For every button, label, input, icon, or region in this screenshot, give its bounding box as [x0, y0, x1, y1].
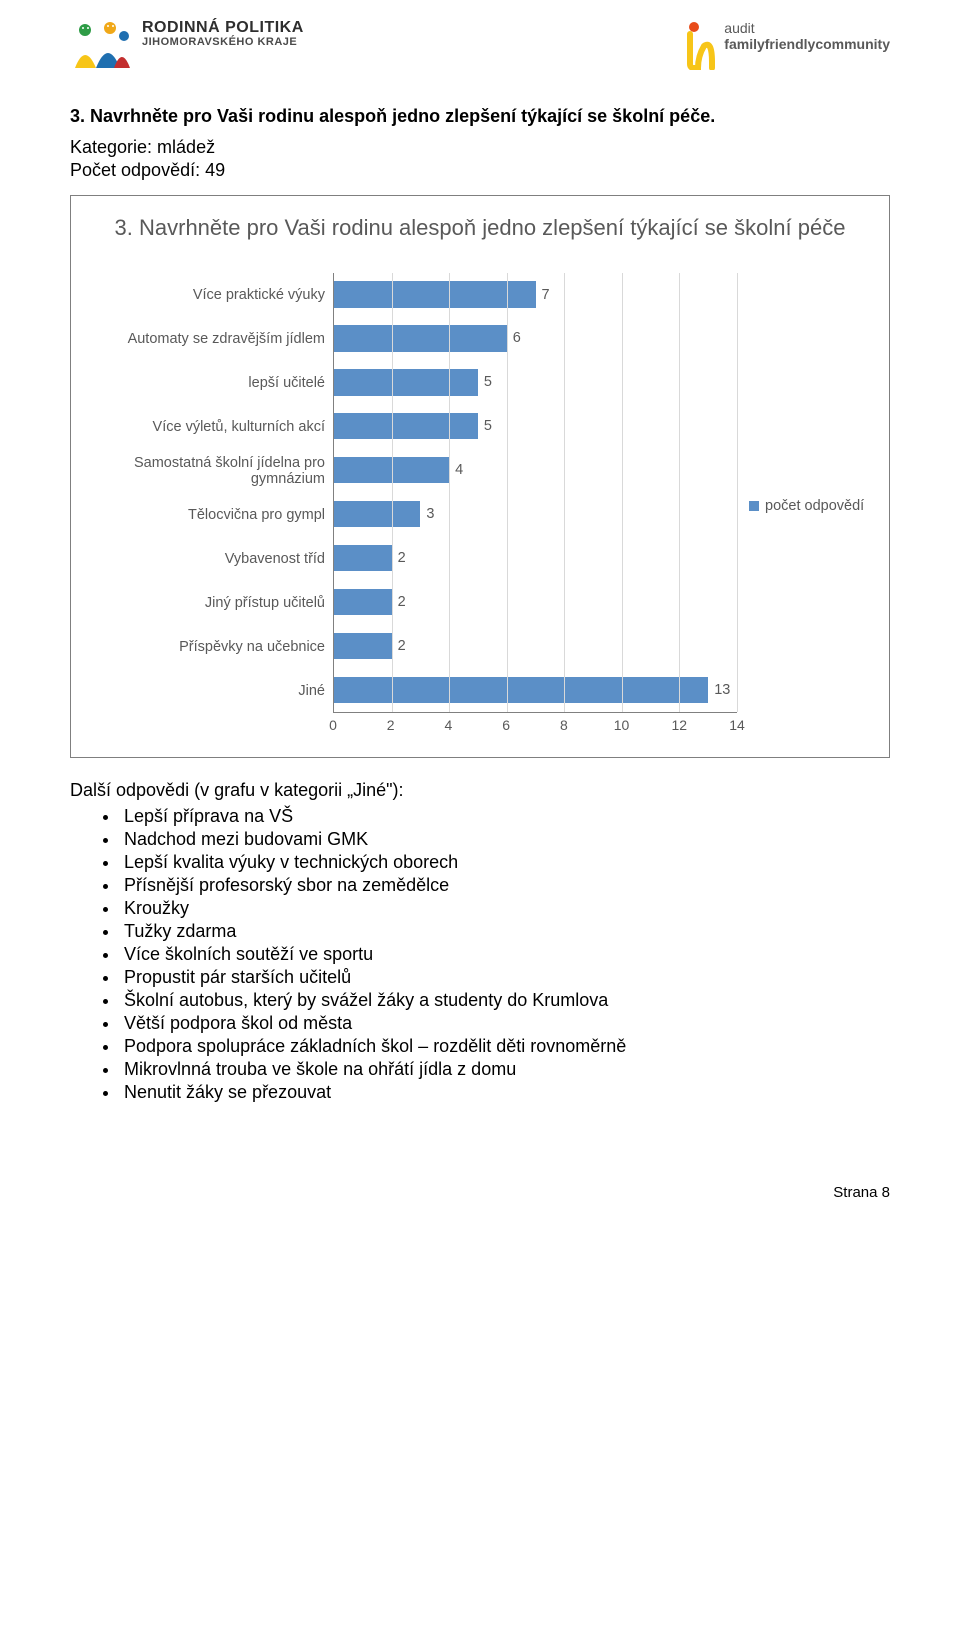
legend-label: počet odpovědí [765, 498, 864, 514]
grid-line [392, 273, 393, 712]
chart-bar [334, 413, 478, 439]
answers-list-item: Větší podpora škol od města [120, 1012, 890, 1035]
chart-category-label: lepší učitelé [83, 361, 333, 405]
family-icon [70, 20, 134, 76]
chart-category-label: Vybavenost tříd [83, 537, 333, 581]
answers-list-item: Mikrovlnná trouba ve škole na ohřátí jíd… [120, 1058, 890, 1081]
answers-list-item: Propustit pár starších učitelů [120, 966, 890, 989]
chart-bar-row: 6 [334, 317, 737, 361]
x-tick-label: 14 [729, 717, 745, 733]
chart-bar-value: 2 [398, 594, 406, 610]
chart-bar [334, 589, 392, 615]
question-category: Kategorie: mládež [70, 137, 890, 158]
right-logo-line2: familyfriendlycommunity [724, 36, 890, 52]
answers-list-item: Přísnější profesorský sbor na zemědělce [120, 874, 890, 897]
right-logo: audit familyfriendlycommunity [684, 20, 890, 70]
x-tick-label: 10 [614, 717, 630, 733]
left-logo: RODINNÁ POLITIKA JIHOMORAVSKÉHO KRAJE [70, 20, 304, 76]
chart-category-label: Jiné [83, 669, 333, 713]
grid-line [564, 273, 565, 712]
page-number: Strana 8 [70, 1184, 890, 1201]
chart-category-label: Samostatná školní jídelna pro gymnázium [83, 449, 333, 493]
answers-list-item: Nenutit žáky se přezouvat [120, 1081, 890, 1104]
chart-plot-area: 7 6 5 5 4 3 2 2 2 13 [333, 273, 737, 713]
chart-category-label: Jiný přístup učitelů [83, 581, 333, 625]
chart-bar-row: 13 [334, 668, 737, 712]
chart-container: 3. Navrhněte pro Vaši rodinu alespoň jed… [70, 195, 890, 758]
answers-intro: Další odpovědi (v grafu v kategorii „Jin… [70, 780, 890, 801]
chart-bar-row: 2 [334, 536, 737, 580]
chart-x-axis: 02468101214 [333, 717, 737, 739]
chart-bar-row: 5 [334, 404, 737, 448]
chart-bar-value: 3 [426, 506, 434, 522]
chart-category-label: Automaty se zdravějším jídlem [83, 317, 333, 361]
answers-list: Lepší příprava na VŠNadchod mezi budovam… [70, 805, 890, 1104]
right-logo-line1: audit [724, 20, 890, 36]
answers-list-item: Lepší příprava na VŠ [120, 805, 890, 828]
x-tick-label: 8 [560, 717, 568, 733]
chart-bar-value: 4 [455, 462, 463, 478]
chart-bar [334, 677, 708, 703]
chart-bar-value: 6 [513, 330, 521, 346]
left-logo-line2: JIHOMORAVSKÉHO KRAJE [142, 37, 304, 49]
chart-bar [334, 325, 507, 351]
chart-bar [334, 501, 420, 527]
chart-bar-row: 4 [334, 448, 737, 492]
chart-bar-value: 7 [542, 287, 550, 303]
chart-legend: počet odpovědí [749, 498, 864, 514]
chart-bar [334, 633, 392, 659]
grid-line [622, 273, 623, 712]
chart-category-label: Více výletů, kulturních akcí [83, 405, 333, 449]
answers-list-item: Více školních soutěží ve sportu [120, 943, 890, 966]
left-logo-line1: RODINNÁ POLITIKA [142, 20, 304, 37]
answers-list-item: Tužky zdarma [120, 920, 890, 943]
chart-bar-value: 13 [714, 682, 730, 698]
grid-line [737, 273, 738, 712]
chart-category-label: Tělocvična pro gympl [83, 493, 333, 537]
answers-list-item: Lepší kvalita výuky v technických oborec… [120, 851, 890, 874]
chart-bar-row: 2 [334, 580, 737, 624]
question-title: 3. Navrhněte pro Vaši rodinu alespoň jed… [70, 106, 890, 127]
audit-icon [684, 20, 718, 70]
chart-title: 3. Navrhněte pro Vaši rodinu alespoň jed… [83, 214, 877, 243]
question-count: Počet odpovědí: 49 [70, 160, 890, 181]
chart-bar-value: 2 [398, 638, 406, 654]
grid-line [449, 273, 450, 712]
answers-list-item: Školní autobus, který by svážel žáky a s… [120, 989, 890, 1012]
x-tick-label: 6 [502, 717, 510, 733]
answers-list-item: Nadchod mezi budovami GMK [120, 828, 890, 851]
answers-list-item: Podpora spolupráce základních škol – roz… [120, 1035, 890, 1058]
legend-swatch [749, 501, 759, 511]
x-tick-label: 2 [387, 717, 395, 733]
chart-bar-row: 3 [334, 492, 737, 536]
chart-category-label: Příspěvky na učebnice [83, 625, 333, 669]
x-tick-label: 0 [329, 717, 337, 733]
chart-category-label: Více praktické výuky [83, 273, 333, 317]
page-header: RODINNÁ POLITIKA JIHOMORAVSKÉHO KRAJE au… [70, 20, 890, 76]
chart-bar-row: 5 [334, 360, 737, 404]
chart-bar-row: 7 [334, 273, 737, 317]
x-tick-label: 12 [671, 717, 687, 733]
chart-bar-value: 5 [484, 418, 492, 434]
chart-bar-value: 5 [484, 374, 492, 390]
grid-line [507, 273, 508, 712]
chart-category-axis: Více praktické výukyAutomaty se zdravějš… [83, 273, 333, 713]
chart-bar [334, 369, 478, 395]
chart-bar [334, 545, 392, 571]
chart-bar-value: 2 [398, 550, 406, 566]
grid-line [679, 273, 680, 712]
chart-bar-row: 2 [334, 624, 737, 668]
chart-bar [334, 281, 536, 307]
answers-list-item: Kroužky [120, 897, 890, 920]
x-tick-label: 4 [445, 717, 453, 733]
